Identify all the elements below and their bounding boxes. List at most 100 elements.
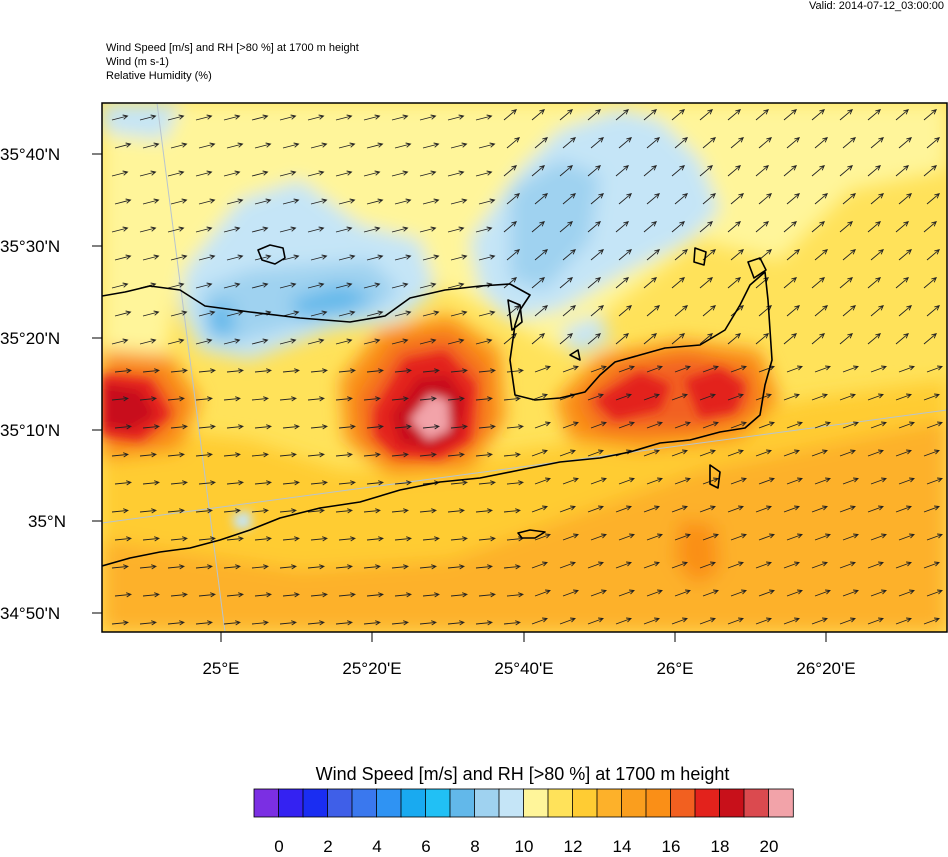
wind-arrow — [167, 508, 185, 514]
wind-arrow — [562, 193, 576, 205]
wind-arrow — [758, 193, 772, 205]
lat-label: 35°40'N — [0, 145, 60, 164]
wind-arrow — [615, 617, 632, 625]
colorbar-label: 20 — [759, 837, 779, 856]
wind-arrow — [783, 277, 797, 289]
wind-arrow — [814, 193, 828, 205]
wind-arrow — [587, 449, 604, 457]
lat-label: 35°30'N — [0, 237, 60, 256]
wind-arrow — [170, 480, 188, 486]
wind-arrow — [142, 592, 160, 598]
wind-arrow — [923, 561, 940, 569]
wind-arrow — [811, 221, 825, 233]
wind-arrow — [895, 561, 912, 569]
colorbar-title: Wind Speed [m/s] and RH [>80 %] at 1700 … — [315, 764, 730, 784]
wind-arrow — [111, 564, 129, 570]
wind-arrow — [475, 226, 493, 233]
wind-arrow — [170, 142, 188, 149]
wind-arrow — [895, 221, 909, 233]
wind-arrow — [366, 254, 384, 261]
wind-arrow — [195, 564, 213, 570]
wind-arrow — [839, 333, 853, 345]
wind-arrow — [279, 338, 297, 345]
wind-arrow — [671, 393, 688, 401]
wind-arrow — [727, 333, 741, 345]
wind-arrow — [755, 449, 772, 457]
wind-arrow — [251, 508, 269, 514]
wind-arrow — [587, 617, 604, 625]
wind-arrow — [338, 254, 356, 261]
colorbar — [253, 788, 794, 818]
wind-arrow — [562, 249, 576, 261]
wind-arrow — [926, 477, 943, 485]
wind-arrow — [394, 310, 412, 317]
wind-arrow — [671, 617, 688, 625]
wind-arrow — [279, 170, 297, 177]
wind-arrow — [786, 365, 803, 373]
wind-arrow — [114, 592, 132, 598]
wind-arrow — [170, 368, 188, 374]
wind-arrow — [170, 536, 188, 542]
wind-arrow — [503, 452, 521, 458]
wind-arrow — [814, 421, 831, 429]
wind-arrow — [450, 142, 468, 149]
wind-arrow — [590, 477, 607, 485]
wind-arrow — [226, 592, 244, 598]
wind-arrow — [254, 592, 272, 598]
wind-arrow — [559, 165, 573, 177]
wind-arrow — [310, 480, 328, 486]
wind-arrow — [898, 249, 912, 261]
wind-arrow — [699, 617, 716, 625]
wind-arrow — [139, 338, 157, 345]
wind-arrow — [783, 109, 797, 121]
wind-arrow — [898, 589, 915, 597]
wind-arrow — [618, 305, 632, 317]
wind-arrow — [366, 536, 384, 542]
wind-arrow — [926, 589, 943, 597]
wind-arrow — [842, 477, 859, 485]
wind-arrow — [674, 137, 688, 149]
wind-arrow — [562, 137, 576, 149]
wind-arrow — [475, 452, 493, 458]
wind-arrow — [643, 505, 660, 513]
wind-arrow — [307, 226, 325, 233]
wind-arrow — [478, 536, 496, 542]
wind-arrow — [842, 533, 859, 541]
wind-arrow — [394, 424, 412, 430]
wind-arrow — [727, 393, 744, 401]
wind-arrow — [310, 536, 328, 542]
wind-arrow — [531, 505, 548, 513]
wind-arrow — [366, 424, 384, 430]
humidity-subtitle: Relative Humidity (%) — [106, 70, 212, 82]
wind-arrow — [814, 137, 828, 149]
wind-arrow — [111, 452, 129, 458]
wind-arrow — [419, 170, 437, 177]
wind-arrow — [870, 193, 884, 205]
lon-label: 25°E — [202, 659, 239, 678]
lat-label: 35°10'N — [0, 421, 60, 440]
wind-arrow — [587, 165, 601, 177]
wind-arrow — [503, 508, 521, 514]
wind-arrow — [114, 480, 132, 486]
colorbar-swatch — [449, 788, 476, 818]
wind-arrow — [279, 396, 297, 402]
wind-arrow — [114, 310, 132, 317]
wind-arrow — [170, 254, 188, 261]
wind-arrow — [895, 505, 912, 513]
wind-arrow — [702, 421, 719, 429]
wind-arrow — [251, 282, 269, 289]
wind-arrow — [730, 533, 747, 541]
wind-arrow — [223, 170, 241, 177]
wind-arrow — [363, 282, 381, 289]
wind-arrow — [867, 617, 884, 625]
wind-arrow — [842, 421, 859, 429]
wind-arrow — [590, 533, 607, 541]
wind-arrow — [923, 449, 940, 457]
wind-arrow — [338, 142, 356, 149]
wind-arrow — [503, 564, 521, 570]
wind-arrow — [867, 449, 884, 457]
wind-arrow — [898, 137, 912, 149]
wind-arrow — [111, 114, 129, 121]
wind-arrow — [447, 226, 465, 233]
wind-arrow — [674, 533, 691, 541]
